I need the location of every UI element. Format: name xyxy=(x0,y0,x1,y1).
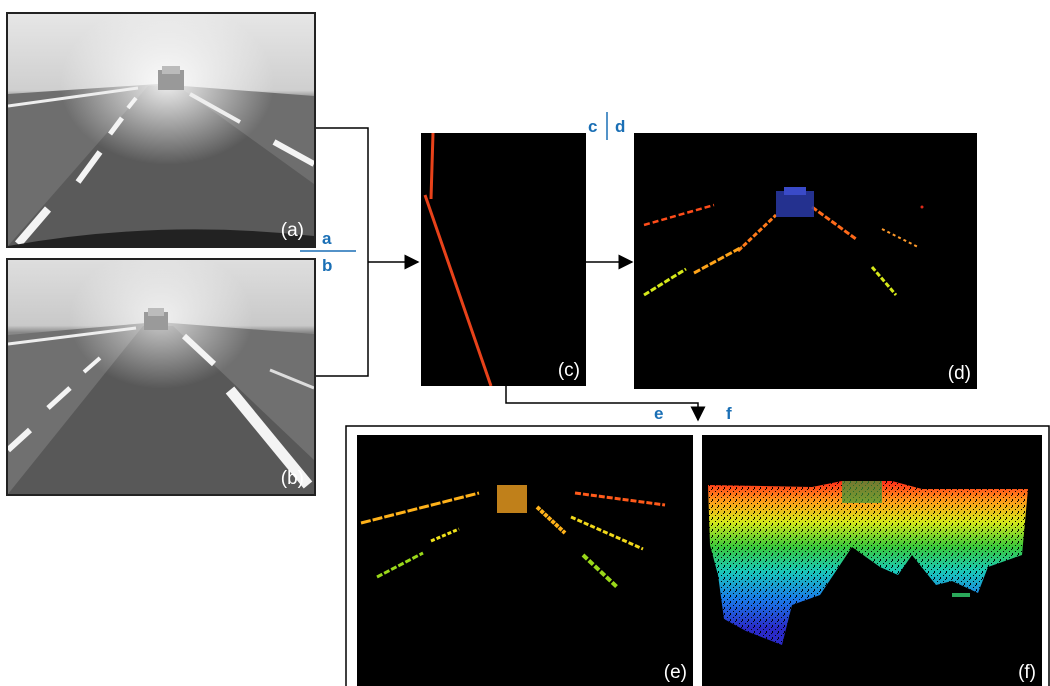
connector-a-b-to-c xyxy=(316,127,369,377)
legend-key-b: b xyxy=(322,256,333,275)
disparity-map-d xyxy=(643,187,924,297)
panel-label-c: (c) xyxy=(557,360,580,381)
legend-key-c: c xyxy=(588,117,598,136)
panel-b-road-photo: (b) xyxy=(6,258,316,496)
panel-e-disparity: (e) xyxy=(357,435,693,686)
panel-f-dense-cloud: (f) xyxy=(702,435,1042,686)
panel-label-a: (a) xyxy=(280,220,304,241)
legend-key-f: f xyxy=(726,404,732,423)
disparity-map-e xyxy=(360,485,666,589)
legend-key-a: a xyxy=(322,229,332,248)
road-photo-a xyxy=(8,14,314,246)
frame-e-f xyxy=(345,425,1050,686)
panel-label-f: (f) xyxy=(1018,662,1036,683)
legend-key-d: d xyxy=(615,117,626,136)
road-photo-b xyxy=(8,260,314,494)
panel-label-b: (b) xyxy=(280,468,304,489)
panel-a-road-photo: (a) xyxy=(6,12,316,248)
panel-c-line-plot: (c) xyxy=(421,133,586,386)
line-plot-c xyxy=(423,133,493,386)
panel-label-e: (e) xyxy=(663,662,687,683)
legend-key-e: e xyxy=(654,404,664,423)
panel-d-disparity: (d) xyxy=(634,133,977,389)
connector-c-to-ef xyxy=(505,386,706,422)
dense-cloud-f xyxy=(708,481,1028,645)
panel-label-d: (d) xyxy=(947,363,971,384)
